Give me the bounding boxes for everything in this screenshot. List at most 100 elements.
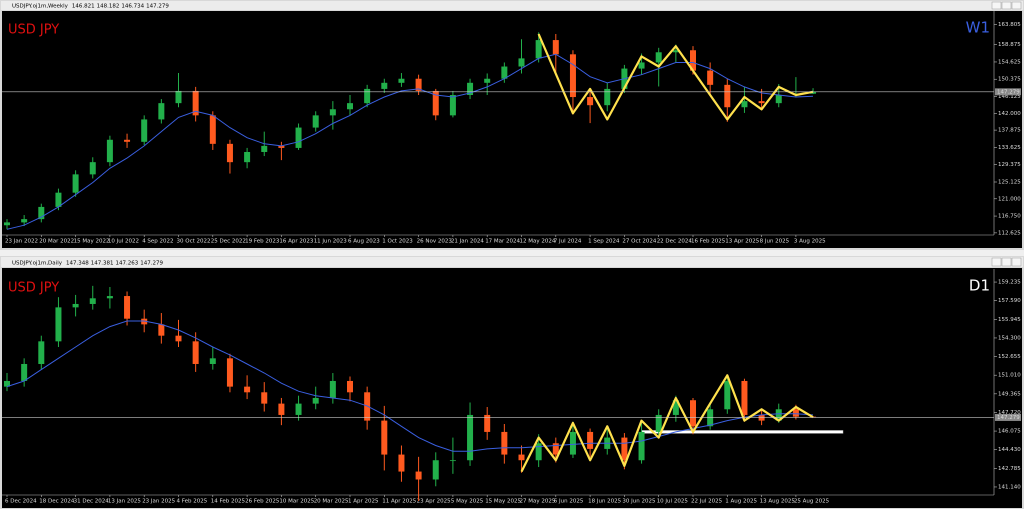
candle-body [38, 341, 45, 364]
x-tick-label: 3 Aug 2025 [794, 239, 826, 245]
chart-area[interactable] [2, 268, 1022, 508]
candle-body [89, 298, 96, 304]
x-tick-label: 13 Apr 2025 [725, 239, 760, 245]
ohlc-low: 146.734 [121, 3, 144, 9]
x-tick-label: 14 Feb 2025 [211, 499, 246, 505]
candle-body [244, 151, 251, 163]
close-button[interactable] [1011, 257, 1022, 267]
x-tick-label: 15 May 2022 [74, 239, 110, 245]
candle-body [449, 95, 456, 116]
candle-body [484, 414, 491, 432]
minimize-button[interactable] [991, 1, 1002, 10]
x-tick-label: 31 Dec 2024 [74, 499, 110, 505]
candle-body [312, 115, 319, 128]
candle-body [587, 97, 594, 106]
candle-body [707, 409, 714, 427]
candle-body [381, 420, 388, 455]
candle-body [775, 409, 782, 421]
candle-body [569, 54, 576, 98]
candle-body [158, 103, 165, 120]
candle-body [432, 460, 439, 480]
candle-body [244, 386, 251, 393]
y-tick-label: 125.125 [998, 179, 1021, 185]
x-tick-label: 7 Jul 2024 [554, 239, 582, 245]
candle-body [775, 95, 782, 104]
y-tick-label: 147.720 [998, 410, 1021, 416]
candle-body [724, 84, 731, 108]
ohlc-open: 147.348 [66, 260, 89, 266]
y-tick-label: 121.000 [998, 196, 1021, 202]
x-tick-label: 30 Jun 2025 [622, 499, 656, 505]
candle-body [226, 358, 233, 387]
candle-body [209, 358, 216, 364]
candle-body [672, 50, 679, 53]
candle-body [124, 296, 131, 319]
x-tick-label: 1 Sep 2024 [588, 239, 620, 245]
candle-body [4, 380, 10, 387]
y-tick-label: 129.375 [998, 162, 1021, 168]
zigzag [537, 33, 814, 121]
y-tick-label: 141.140 [998, 484, 1021, 490]
x-tick-label: 23 Jan 2025 [142, 499, 175, 505]
y-tick-label: 146.125 [998, 94, 1021, 100]
x-tick-label: 16 Apr 2023 [279, 239, 314, 245]
ohlc-low: 147.263 [115, 260, 138, 266]
candle-body [278, 403, 285, 415]
price-tag [995, 413, 1021, 421]
candle-body [484, 78, 491, 83]
candle-body [261, 392, 268, 404]
y-tick-label: 154.300 [998, 335, 1021, 341]
candle-body [518, 58, 525, 67]
candle-body [192, 90, 199, 116]
ohlc-high: 147.381 [91, 260, 114, 266]
candle-body [72, 303, 79, 308]
candle-body [552, 443, 559, 455]
minimize-button[interactable] [991, 257, 1002, 267]
close-button[interactable] [1011, 1, 1022, 10]
x-tick-label: 20 Mar 2025 [314, 499, 349, 505]
moving-average [6, 53, 814, 230]
ohlc-open: 146.821 [72, 3, 95, 9]
window-name: USDJPY.oj1m,Daily [12, 260, 63, 266]
candle-body [501, 66, 508, 79]
y-tick-label: 154.625 [998, 59, 1021, 65]
candle-body [690, 400, 696, 427]
x-tick-label: 26 Nov 2023 [417, 239, 453, 245]
candle-body [295, 127, 302, 148]
x-tick-label: 6 Dec 2024 [5, 499, 37, 505]
y-tick-label: 133.625 [998, 145, 1021, 151]
candle-body [55, 307, 62, 342]
chart-area[interactable] [2, 11, 1022, 248]
price-tag-label: 147.279 [997, 89, 1020, 95]
candle-body [621, 437, 628, 461]
maximize-button[interactable] [1001, 257, 1012, 267]
candle-body [690, 50, 696, 71]
y-tick-label: 146.075 [998, 429, 1021, 435]
x-tick-label: 1 Apr 2025 [348, 499, 379, 505]
x-tick-label: 4 Sep 2022 [142, 239, 173, 245]
candle-body [467, 82, 474, 96]
candle-body [449, 460, 456, 462]
x-tick-label: 26 Feb 2025 [245, 499, 280, 505]
candle-body [106, 139, 113, 163]
candle-body [432, 90, 439, 116]
price-tag [995, 88, 1021, 96]
candle-body [415, 78, 422, 91]
title-bar[interactable] [1, 1, 1023, 10]
candle-body [741, 101, 748, 108]
ohlc-close: 147.279 [146, 3, 169, 9]
candle-body [226, 143, 233, 163]
x-tick-label: 23 Apr 2025 [417, 499, 452, 505]
x-tick-label: 1 Oct 2023 [382, 239, 413, 245]
x-tick-label: 13 Jan 2025 [108, 499, 141, 505]
candle-body [261, 145, 268, 152]
y-tick-label: 144.430 [998, 447, 1021, 453]
candle-body [758, 414, 765, 421]
candle-body [312, 397, 319, 404]
title-bar[interactable] [1, 257, 1023, 267]
x-tick-label: 16 Feb 2025 [691, 239, 726, 245]
maximize-button[interactable] [1001, 1, 1012, 10]
y-tick-label: 112.625 [998, 230, 1021, 236]
candle-body [124, 139, 131, 142]
